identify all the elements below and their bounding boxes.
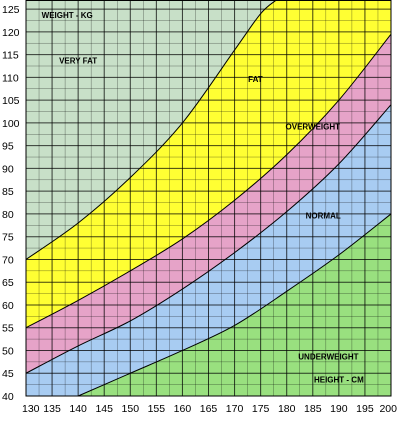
zone-label-underweight: UNDERWEIGHT [298, 353, 358, 362]
y-tick-label: 50 [2, 345, 14, 357]
zone-label-fat: FAT [248, 75, 263, 84]
zone-label-very-fat: VERY FAT [59, 57, 97, 66]
x-tick-label: 165 [200, 403, 218, 415]
x-tick-label: 200 [379, 403, 397, 415]
zone-label-normal: NORMAL [306, 211, 341, 220]
x-tick-labels: 130 135 140 145 150 155 160 165 170 175 180 185 190 1… [22, 403, 397, 415]
x-tick-label: 160 [174, 403, 192, 415]
plot-frame [25, 0, 392, 397]
y-tick-label: 110 [2, 72, 19, 84]
y-tick-label: 85 [2, 186, 14, 198]
y-tick-label: 105 [2, 95, 20, 107]
y-tick-label: 70 [2, 254, 14, 266]
x-tick-label: 195 [356, 403, 374, 415]
y-tick-label: 80 [2, 209, 14, 221]
x-tick-label: 140 [69, 403, 87, 415]
grid [25, 0, 392, 397]
y-tick-label: 60 [2, 300, 14, 312]
x-tick-label: 135 [43, 403, 61, 415]
y-tick-labels: 40 45 50 55 60 65 70 75 80 85 90 95 100 105 110 115 120 1… [2, 4, 20, 403]
x-tick-label: 175 [252, 403, 270, 415]
x-tick-label: 190 [330, 403, 348, 415]
x-tick-label: 180 [278, 403, 296, 415]
x-tick-label: 155 [148, 403, 166, 415]
x-axis-label: HEIGHT - CM [314, 375, 364, 384]
y-tick-label: 100 [2, 118, 20, 130]
x-tick-label: 150 [122, 403, 140, 415]
y-axis-label: WEIGHT - KG [42, 11, 93, 20]
x-tick-label: 145 [95, 403, 113, 415]
y-tick-label: 45 [2, 368, 14, 380]
y-tick-label: 40 [2, 391, 14, 403]
boundary-line-2 [25, 104, 392, 374]
y-tick-label: 95 [2, 141, 14, 153]
x-tick-label: 185 [304, 403, 322, 415]
y-tick-label: 120 [2, 27, 20, 39]
y-tick-label: 115 [2, 50, 19, 62]
y-tick-label: 125 [2, 4, 20, 16]
x-tick-label: 130 [22, 403, 40, 415]
y-tick-label: 55 [2, 323, 14, 335]
y-tick-label: 90 [2, 163, 14, 175]
x-tick-label: 170 [226, 403, 244, 415]
y-tick-label: 75 [2, 232, 14, 244]
zone-labels: UNDERWEIGHT NORMAL OVERWEIGHT FAT VERY FAT [59, 57, 359, 362]
zone-label-overweight: OVERWEIGHT [286, 123, 341, 132]
y-tick-label: 65 [2, 277, 14, 289]
